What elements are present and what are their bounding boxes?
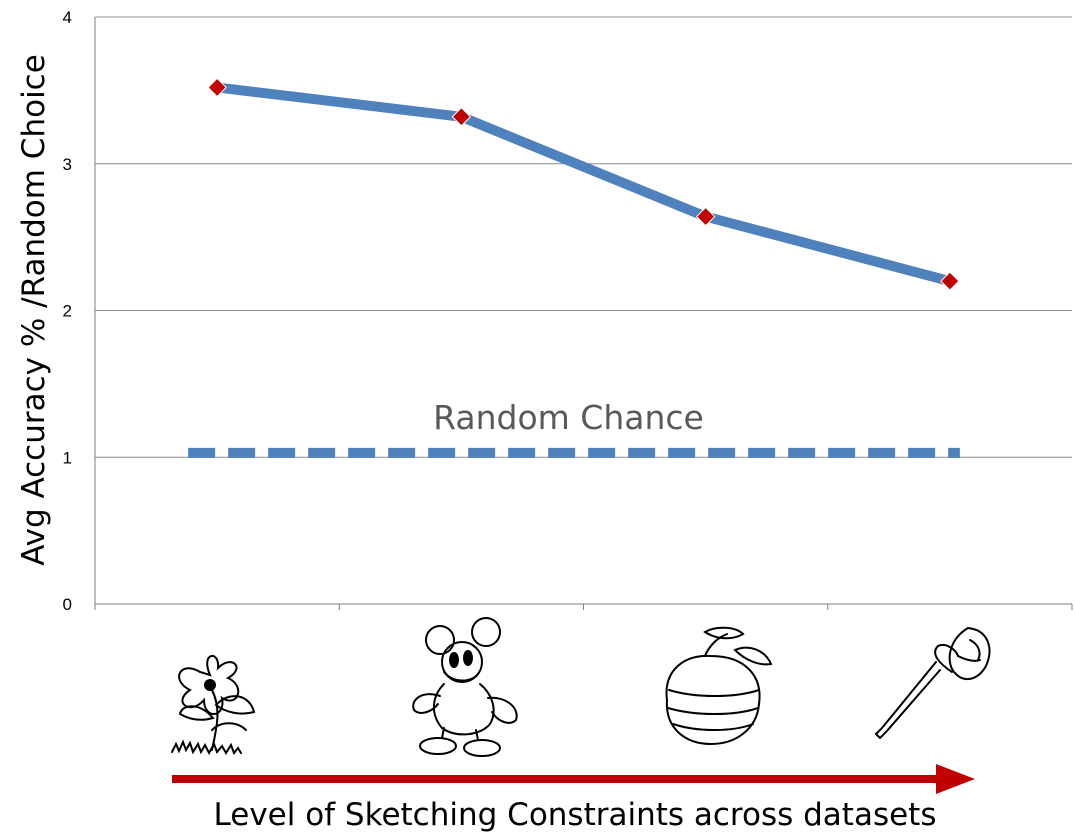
flower-sketch-icon: [171, 655, 256, 756]
data-point-marker: [695, 206, 716, 227]
constraint-arrow-head: [936, 764, 975, 794]
accuracy-series-line: [212, 82, 955, 287]
x-axis-title: Level of Sketching Constraints across da…: [214, 797, 937, 833]
mickey-mouse-sketch-icon: [412, 617, 518, 757]
data-markers: [207, 77, 960, 291]
y-tick-labels: 0 1 2 3 4: [63, 8, 72, 614]
y-axis-title: Avg Accuracy % /Random Choice: [16, 54, 52, 566]
y-tick-label: 3: [63, 155, 72, 174]
data-point-marker: [207, 77, 227, 98]
random-chance-label: Random Chance: [433, 398, 704, 437]
gridlines: [94, 16, 1072, 605]
data-point-marker: [940, 271, 960, 291]
y-tick-label: 0: [63, 595, 72, 614]
data-point-marker: [451, 107, 472, 127]
y-tick-label: 2: [63, 302, 72, 321]
x-axis-ticks: [94, 604, 1073, 610]
apple-sketch-icon: [665, 626, 773, 746]
y-tick-label: 1: [63, 448, 72, 467]
screwdriver-sketch-icon: [874, 626, 991, 740]
y-tick-label: 4: [63, 8, 72, 27]
